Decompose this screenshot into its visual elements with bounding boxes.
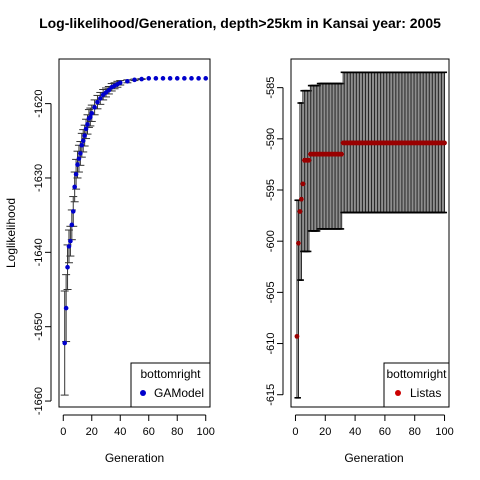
left-data-point [153, 76, 159, 81]
right-y-tick-label: -615 [265, 384, 277, 406]
left-data-point [80, 138, 86, 144]
left-data-point [76, 156, 82, 161]
right-data-point [297, 209, 303, 214]
left-data-point [106, 87, 112, 93]
left-data-point [89, 110, 95, 116]
left-data-point [70, 209, 76, 214]
right-plot-frame [290, 58, 450, 408]
left-plot-frame [58, 58, 211, 408]
right-data-point [299, 196, 304, 202]
right-y-tick-label: -585 [265, 77, 277, 99]
left-y-axis-label: Loglikelihood [4, 198, 18, 268]
right-data-point [300, 181, 306, 187]
left-x-tick-label: 40 [114, 426, 126, 438]
left-data-point [68, 238, 73, 244]
left-data-point [72, 184, 77, 190]
right-x-tick-label: 100 [435, 426, 453, 438]
left-data-point [78, 151, 83, 156]
left-x-tick-label: 80 [171, 426, 183, 438]
right-data-point [339, 151, 345, 157]
left-data-point [75, 162, 80, 167]
left-data-point [189, 76, 194, 81]
left-y-tick-label: -1630 [33, 164, 45, 192]
right-data-point [442, 140, 447, 146]
left-legend-entry: GAModel [154, 386, 204, 400]
left-legend: bottomright GAModel [130, 362, 211, 408]
right-legend-box [383, 362, 450, 408]
left-data-point [117, 80, 123, 86]
left-data-point [62, 340, 67, 346]
right-legend: bottomright Listas [383, 362, 450, 408]
right-data-point [306, 157, 312, 163]
right-data-point [296, 240, 301, 246]
left-data-point [125, 79, 130, 84]
left-x-axis-label: Generation [105, 451, 164, 465]
left-data-point [160, 76, 166, 81]
right-panel: 0 20 40 60 80 100 -615 -610 -605 -600 -595 -590 -58… [265, 58, 454, 465]
left-data-point [66, 244, 72, 249]
left-x-tick-label: 0 [60, 426, 66, 438]
left-data-point [73, 171, 79, 177]
right-error-band [294, 71, 448, 399]
left-legend-marker [140, 390, 146, 396]
left-data-point [79, 142, 85, 148]
left-y-tick-label: -1660 [33, 387, 45, 415]
right-y-tick-label: -595 [265, 179, 277, 201]
left-data-point [182, 76, 187, 81]
left-data-point [146, 76, 152, 81]
right-legend-marker [395, 390, 401, 396]
left-data-point [69, 222, 75, 228]
right-y-tick-label: -605 [265, 281, 277, 303]
left-series-gamodel [60, 76, 209, 396]
left-data-point [132, 77, 137, 83]
left-data-point [196, 76, 201, 81]
right-series-listas [294, 140, 447, 339]
left-x-tick-label: 60 [143, 426, 155, 438]
left-y-tick-label: -1650 [33, 313, 45, 341]
right-x-tick-label: 40 [349, 426, 361, 438]
right-x-tick-label: 0 [292, 426, 298, 438]
right-y-tick-label: -590 [265, 128, 277, 150]
left-data-point [95, 99, 100, 105]
right-legend-title: bottomright [386, 367, 447, 381]
left-legend-title: bottomright [140, 367, 201, 381]
left-x-axis: 0 20 40 60 80 100 [60, 414, 215, 438]
left-data-point [203, 76, 209, 81]
right-y-tick-label: -610 [265, 333, 277, 355]
left-x-tick-label: 100 [197, 426, 215, 438]
right-x-axis-label: Generation [344, 451, 403, 465]
left-data-point [82, 133, 87, 138]
left-data-point [88, 114, 93, 120]
right-x-tick-label: 80 [409, 426, 421, 438]
chart-title: Log-likelihood/Generation, depth>25km in… [39, 15, 441, 31]
right-legend-entry: Listas [410, 386, 441, 400]
left-data-point [65, 264, 70, 270]
left-y-tick-label: -1640 [33, 238, 45, 266]
left-data-point [83, 126, 89, 132]
right-x-tick-label: 60 [379, 426, 391, 438]
left-y-tick-label: -1620 [33, 90, 45, 118]
right-y-axis: -615 -610 -605 -600 -595 -590 -585 [265, 77, 284, 406]
left-data-point [85, 122, 90, 127]
left-data-point [98, 96, 103, 101]
right-x-tick-label: 20 [319, 426, 331, 438]
left-data-point [92, 105, 97, 110]
left-x-tick-label: 20 [86, 426, 98, 438]
left-data-point [174, 76, 180, 81]
left-legend-box [130, 362, 211, 408]
left-y-axis: -1660 -1650 -1640 -1630 -1620 [33, 90, 52, 415]
right-y-tick-label: -600 [265, 230, 277, 252]
left-data-point [167, 76, 173, 81]
right-data-point [294, 333, 300, 339]
left-data-point [63, 305, 69, 311]
right-x-axis: 0 20 40 60 80 100 [292, 414, 454, 438]
left-panel: 0 20 40 60 80 100 -1660 -1650 -1640 -1630 -1620 G… [4, 58, 215, 465]
left-data-point [139, 76, 144, 82]
